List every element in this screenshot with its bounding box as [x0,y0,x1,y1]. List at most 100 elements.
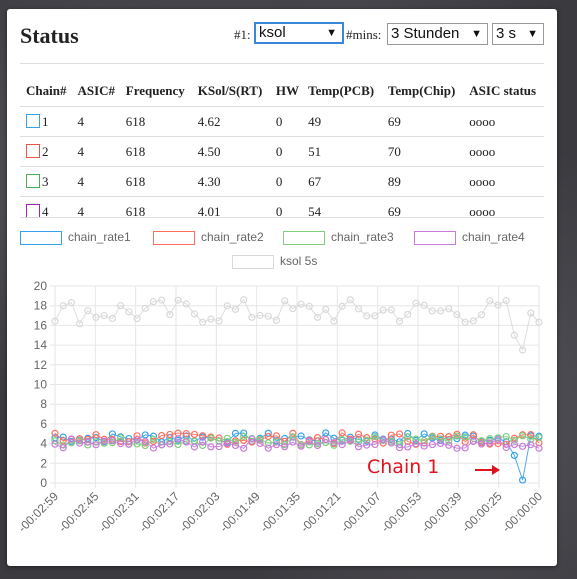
series-point [166,311,174,319]
col-asic-status: ASIC status [469,83,537,98]
series-point [117,302,125,310]
y-tick-label: 14 [34,338,48,352]
series-point [141,441,149,450]
series-point [76,439,84,447]
y-axis: 0 2 4 6 8 10 12 14 16 18 20 [34,279,48,490]
ksol-cell: 4.62 [191,106,270,137]
series-point [297,432,305,440]
frequency-cell: 618 [119,106,192,137]
series-point [133,432,141,440]
series-point [166,430,174,439]
series-point [158,296,166,304]
series-point [289,304,297,313]
series-point [59,437,67,445]
series-point [445,437,453,445]
y-tick-label: 6 [40,417,47,431]
series-point [322,435,330,444]
series-point [84,307,92,315]
y-tick-label: 20 [34,279,48,293]
frequency-cell: 618 [119,166,192,197]
x-tick-label: -00:01:07 [338,489,384,535]
asic-cell: 4 [71,106,120,137]
asic-status-cell: oooo [463,136,544,167]
asic-cell: 4 [71,166,120,197]
chain-color-swatch [26,113,40,128]
series-point [248,435,256,443]
series-point [305,437,313,445]
legend-label: chain_rate2 [201,230,264,244]
table-bottom-divider [20,217,544,218]
series-point [190,443,199,451]
series-point [133,314,141,323]
series-point [149,435,158,444]
chain-number: 2 [42,143,49,159]
y-tick-label: 12 [34,358,48,372]
hw-cell: 0 [269,196,303,226]
legend-label: chain_rate1 [68,230,131,244]
x-tick-label: -00:00:39 [419,489,465,535]
series-point [395,430,404,438]
series-point [338,436,346,444]
series-point [363,441,371,449]
series-point [281,297,289,305]
temp-chip-cell: 89 [381,166,464,197]
chart-grid [50,285,540,488]
series-point [477,440,486,448]
series-point [174,296,182,304]
series-point [518,346,527,354]
interval-select[interactable]: 3 s ▼ [492,23,544,45]
series-point [412,440,420,448]
series-point [486,435,494,443]
series-point [76,437,84,445]
series-point [510,440,518,449]
series-point [272,441,281,449]
col-ksol: KSol/S(RT) [197,83,263,98]
series-point [363,312,371,320]
series-point [215,442,223,451]
series-point [527,435,535,443]
miner-select[interactable]: ksol ▼ [254,22,344,44]
series-point [313,313,322,321]
asic-cell: 4 [71,196,120,226]
asic-cell: 4 [71,136,120,167]
series-point [486,439,494,447]
series-point [445,305,453,313]
legend-label: chain_rate4 [462,230,525,244]
series-point [527,309,535,317]
series-point [330,439,338,447]
series-point [51,429,59,437]
series-point [84,438,92,446]
temp-chip-cell: 70 [381,136,464,167]
series-point [354,305,363,313]
series-point [469,437,477,445]
y-tick-label: 10 [34,378,48,392]
mins-label: #mins: [346,27,382,42]
series-point [223,439,231,447]
series-point [231,305,240,313]
x-tick-label: -00:02:31 [96,489,142,535]
series-point [428,440,436,449]
series-point [240,436,248,444]
hw-cell: 0 [269,136,303,167]
asic-status-cell: oooo [463,196,544,226]
y-tick-label: 0 [40,476,47,490]
series-point [223,434,231,442]
temp-pcb-cell: 67 [302,166,382,197]
series-point [428,433,436,441]
series-point [330,317,338,325]
series-point [264,439,272,447]
series-point [313,441,322,450]
series-point [461,318,469,326]
series-point [379,306,387,314]
series-point [436,435,445,443]
series-point [281,443,289,451]
x-tick-label: -00:00:25 [459,489,505,535]
series-point [231,441,240,450]
series-point [354,443,363,451]
x-tick-label: -00:00:00 [499,489,545,535]
series-point [494,436,502,444]
header-divider [20,63,544,64]
series-point [125,440,133,448]
range-select[interactable]: 3 Stunden ▼ [387,23,488,45]
